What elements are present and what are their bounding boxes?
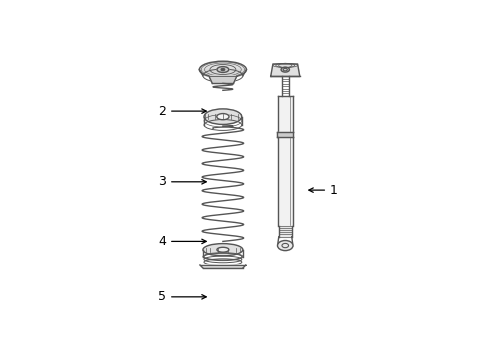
Polygon shape <box>277 137 292 226</box>
Ellipse shape <box>277 240 292 251</box>
Ellipse shape <box>199 61 246 78</box>
Ellipse shape <box>203 109 241 125</box>
Polygon shape <box>277 132 293 137</box>
Ellipse shape <box>217 67 228 72</box>
Polygon shape <box>270 64 299 76</box>
Ellipse shape <box>203 244 243 256</box>
Text: 4: 4 <box>158 235 206 248</box>
Ellipse shape <box>281 67 289 72</box>
Text: 2: 2 <box>158 105 206 118</box>
Polygon shape <box>199 69 246 76</box>
Polygon shape <box>277 96 292 132</box>
Polygon shape <box>208 76 237 84</box>
Text: 5: 5 <box>158 290 206 303</box>
Ellipse shape <box>217 247 228 252</box>
Text: 3: 3 <box>158 175 206 188</box>
Ellipse shape <box>221 68 224 71</box>
Text: 1: 1 <box>308 184 337 197</box>
Ellipse shape <box>216 113 228 120</box>
Polygon shape <box>278 226 291 237</box>
Polygon shape <box>200 265 245 268</box>
